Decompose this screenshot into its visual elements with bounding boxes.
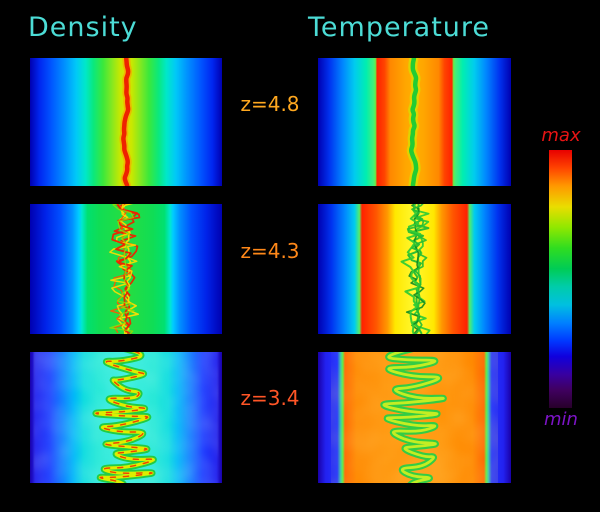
redshift-label-z4.8: z=4.8 <box>240 92 300 116</box>
colorbar-min-label: min <box>544 409 578 430</box>
temperature-column-title: Temperature <box>308 12 491 43</box>
colorbar-max-label: max <box>541 125 581 146</box>
density-column-title: Density <box>28 12 138 43</box>
panel-temperature-z3.4 <box>318 344 511 491</box>
panel-temperature-z4.8 <box>318 49 511 195</box>
panel-temperature-z4.3 <box>318 200 511 338</box>
colorbar <box>549 150 572 408</box>
panel-density-z3.4 <box>30 344 222 491</box>
redshift-label-z3.4: z=3.4 <box>240 386 300 410</box>
redshift-label-z4.3: z=4.3 <box>240 239 300 263</box>
panel-density-z4.3 <box>30 200 222 337</box>
panel-density-z4.8 <box>30 50 222 194</box>
